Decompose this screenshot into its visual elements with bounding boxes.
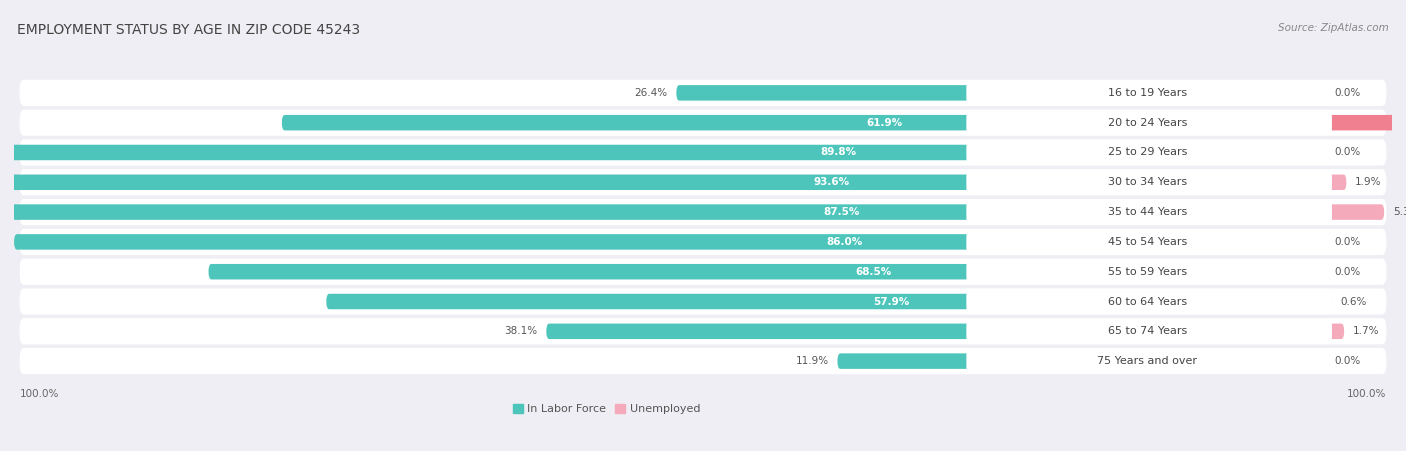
FancyBboxPatch shape	[1326, 175, 1347, 190]
Text: 100.0%: 100.0%	[1347, 389, 1386, 400]
Text: 55 to 59 Years: 55 to 59 Years	[1108, 267, 1187, 277]
FancyBboxPatch shape	[0, 204, 970, 220]
Text: 0.0%: 0.0%	[1334, 237, 1361, 247]
FancyBboxPatch shape	[326, 294, 970, 309]
Legend: In Labor Force, Unemployed: In Labor Force, Unemployed	[509, 400, 704, 419]
Text: 1.9%: 1.9%	[1355, 177, 1382, 187]
FancyBboxPatch shape	[208, 264, 970, 280]
Text: EMPLOYMENT STATUS BY AGE IN ZIP CODE 45243: EMPLOYMENT STATUS BY AGE IN ZIP CODE 452…	[17, 23, 360, 37]
Text: 0.0%: 0.0%	[1334, 88, 1361, 98]
FancyBboxPatch shape	[966, 110, 1331, 135]
Text: 0.0%: 0.0%	[1334, 356, 1361, 366]
FancyBboxPatch shape	[547, 323, 970, 339]
Text: 93.6%: 93.6%	[814, 177, 849, 187]
Text: 35 to 44 Years: 35 to 44 Years	[1108, 207, 1187, 217]
FancyBboxPatch shape	[676, 85, 970, 101]
FancyBboxPatch shape	[1326, 115, 1406, 130]
Text: 45 to 54 Years: 45 to 54 Years	[1108, 237, 1187, 247]
FancyBboxPatch shape	[1326, 294, 1331, 309]
FancyBboxPatch shape	[281, 115, 970, 130]
Text: 30 to 34 Years: 30 to 34 Years	[1108, 177, 1187, 187]
Text: 25 to 29 Years: 25 to 29 Years	[1108, 147, 1187, 157]
FancyBboxPatch shape	[20, 288, 1386, 315]
Text: 16 to 19 Years: 16 to 19 Years	[1108, 88, 1187, 98]
FancyBboxPatch shape	[20, 199, 1386, 225]
FancyBboxPatch shape	[1326, 323, 1344, 339]
FancyBboxPatch shape	[20, 318, 1386, 345]
FancyBboxPatch shape	[20, 80, 1386, 106]
FancyBboxPatch shape	[966, 199, 1331, 225]
Text: 68.5%: 68.5%	[855, 267, 891, 277]
FancyBboxPatch shape	[20, 229, 1386, 255]
Text: 89.8%: 89.8%	[820, 147, 856, 157]
Text: Source: ZipAtlas.com: Source: ZipAtlas.com	[1278, 23, 1389, 32]
FancyBboxPatch shape	[20, 258, 1386, 285]
FancyBboxPatch shape	[838, 354, 970, 369]
Text: 61.9%: 61.9%	[866, 118, 903, 128]
Text: 20 to 24 Years: 20 to 24 Years	[1108, 118, 1187, 128]
Text: 0.0%: 0.0%	[1334, 267, 1361, 277]
FancyBboxPatch shape	[0, 175, 970, 190]
FancyBboxPatch shape	[20, 169, 1386, 195]
Text: 100.0%: 100.0%	[20, 389, 59, 400]
FancyBboxPatch shape	[20, 139, 1386, 166]
FancyBboxPatch shape	[966, 229, 1331, 255]
Text: 60 to 64 Years: 60 to 64 Years	[1108, 296, 1187, 307]
Text: 11.9%: 11.9%	[796, 356, 828, 366]
FancyBboxPatch shape	[966, 140, 1331, 166]
Text: 86.0%: 86.0%	[827, 237, 863, 247]
FancyBboxPatch shape	[966, 80, 1331, 106]
FancyBboxPatch shape	[966, 259, 1331, 285]
Text: 38.1%: 38.1%	[505, 327, 537, 336]
Text: 65 to 74 Years: 65 to 74 Years	[1108, 327, 1187, 336]
FancyBboxPatch shape	[966, 318, 1331, 344]
FancyBboxPatch shape	[20, 110, 1386, 136]
Text: 57.9%: 57.9%	[873, 296, 910, 307]
Text: 75 Years and over: 75 Years and over	[1098, 356, 1198, 366]
FancyBboxPatch shape	[966, 348, 1331, 374]
Text: 26.4%: 26.4%	[634, 88, 668, 98]
FancyBboxPatch shape	[966, 289, 1331, 314]
Text: 0.0%: 0.0%	[1334, 147, 1361, 157]
Text: 5.3%: 5.3%	[1393, 207, 1406, 217]
FancyBboxPatch shape	[966, 170, 1331, 195]
FancyBboxPatch shape	[20, 348, 1386, 374]
Text: 0.6%: 0.6%	[1341, 296, 1367, 307]
Text: 1.7%: 1.7%	[1353, 327, 1379, 336]
FancyBboxPatch shape	[0, 145, 970, 160]
FancyBboxPatch shape	[14, 234, 970, 250]
Text: 87.5%: 87.5%	[824, 207, 860, 217]
FancyBboxPatch shape	[1326, 204, 1384, 220]
